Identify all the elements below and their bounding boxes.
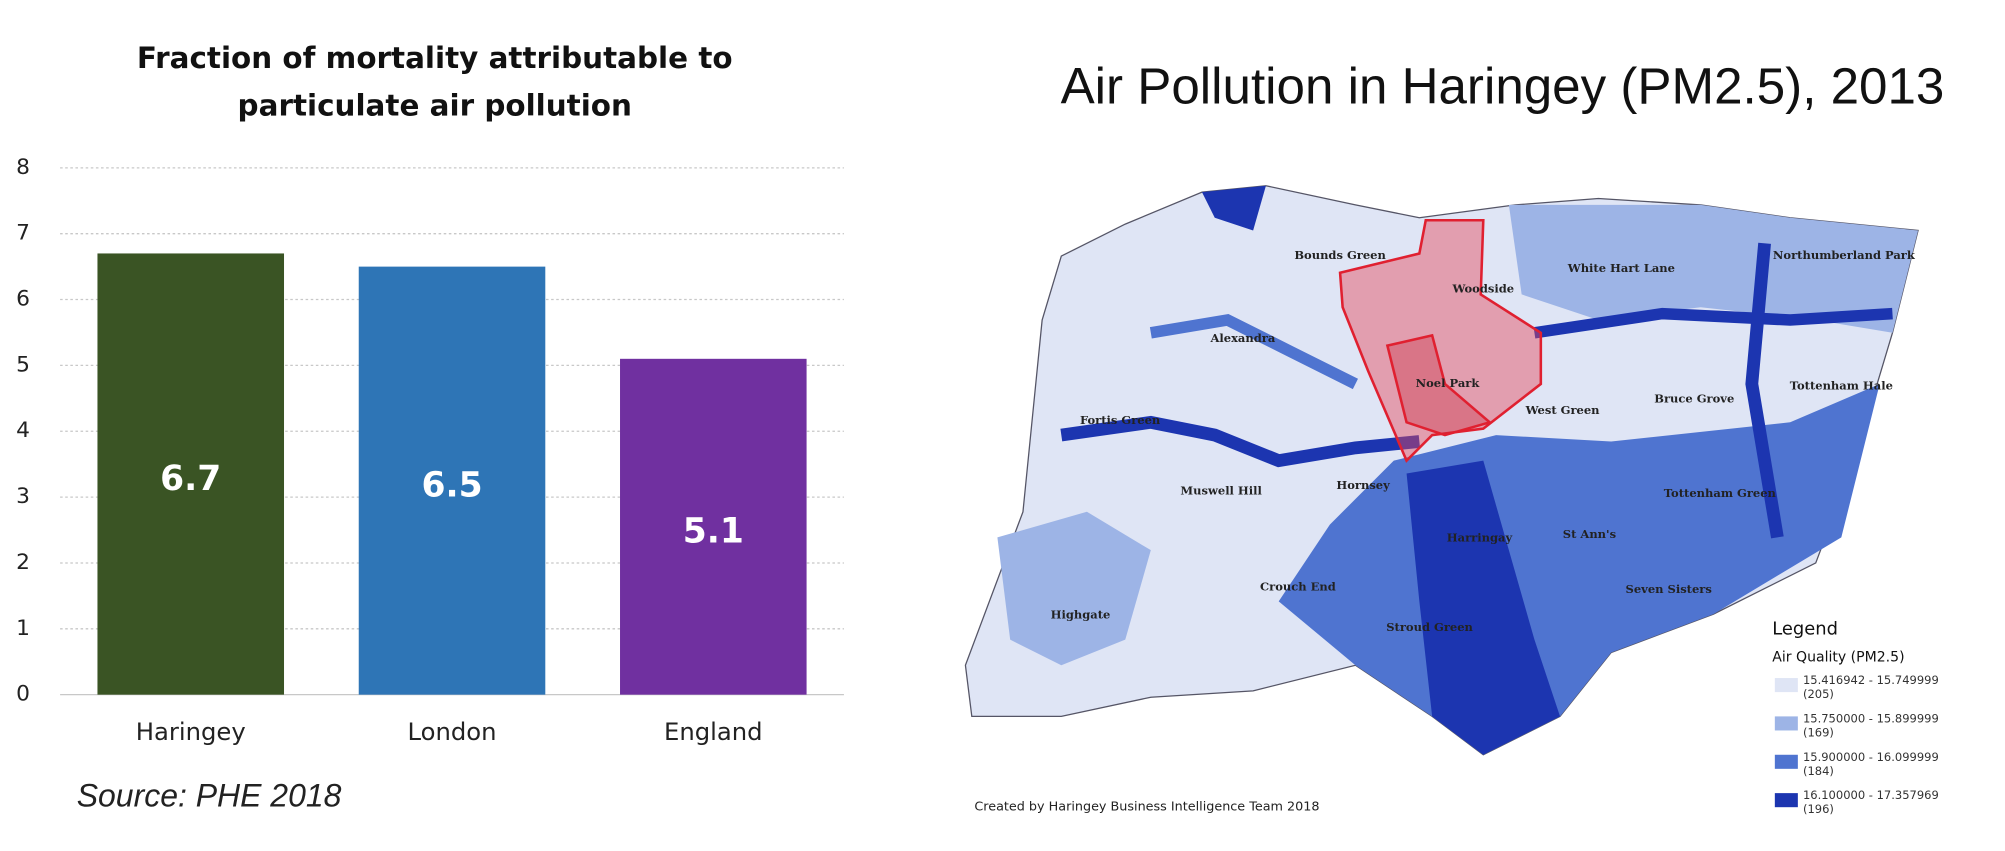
place-label: Bruce Grove bbox=[1654, 391, 1734, 405]
legend-range: 15.416942 - 15.749999 bbox=[1803, 673, 1939, 687]
value-label: 6.5 bbox=[421, 466, 482, 506]
y-tick-label: 2 bbox=[16, 550, 30, 575]
legend-count: (196) bbox=[1803, 802, 1834, 816]
legend-range: 16.100000 - 17.357969 bbox=[1803, 788, 1939, 802]
zone bbox=[1201, 185, 1266, 231]
map-title: Air Pollution in Haringey (PM2.5), 2013 bbox=[1061, 57, 1945, 114]
x-tick-label: England bbox=[664, 717, 763, 746]
map bbox=[964, 185, 1919, 756]
place-label: Alexandra bbox=[1209, 331, 1275, 345]
legend-subtitle: Air Quality (PM2.5) bbox=[1772, 650, 1904, 666]
chart-title: Fraction of mortality attributable to pa… bbox=[136, 42, 733, 124]
source: Source: PHE 2018 bbox=[77, 778, 342, 814]
road bbox=[1060, 415, 1420, 468]
highlight-area bbox=[1385, 333, 1493, 437]
map-credit: Created by Haringey Business Intelligenc… bbox=[974, 800, 1319, 815]
place-label: Stroud Green bbox=[1386, 620, 1473, 634]
place-label: Noel Park bbox=[1416, 376, 1481, 390]
legend-swatch bbox=[1774, 754, 1798, 769]
chart-title-box: Fraction of mortality attributable to pa… bbox=[136, 42, 733, 124]
value-label: 6.7 bbox=[160, 459, 221, 499]
place-label: Tottenham Green bbox=[1664, 486, 1777, 500]
legend-swatch bbox=[1774, 678, 1798, 693]
place-label: Hornsey bbox=[1336, 478, 1390, 492]
x-tick-label: Haringey bbox=[136, 717, 246, 746]
place-label: West Green bbox=[1525, 403, 1601, 417]
legend-count: (169) bbox=[1803, 726, 1834, 740]
y-tick-label: 8 bbox=[16, 155, 30, 180]
y-tick-label: 6 bbox=[16, 287, 30, 312]
x-tick-label: London bbox=[408, 717, 497, 746]
road bbox=[1745, 242, 1784, 539]
zone bbox=[997, 511, 1151, 666]
place-label: St Ann's bbox=[1563, 527, 1616, 541]
place-label: Fortis Green bbox=[1080, 413, 1161, 427]
y-tick-label: 5 bbox=[16, 352, 30, 377]
y-tick-label: 4 bbox=[16, 418, 30, 443]
y-tick-label: 1 bbox=[16, 616, 30, 641]
legend-count: (205) bbox=[1803, 687, 1834, 701]
y-tick-label: 3 bbox=[16, 484, 30, 509]
place-label: Northumberland Park bbox=[1773, 248, 1916, 262]
legend-count: (184) bbox=[1803, 764, 1834, 778]
road bbox=[1533, 307, 1893, 339]
legend-swatch bbox=[1774, 793, 1798, 808]
value-label: 5.1 bbox=[683, 512, 744, 552]
place-label: White Hart Lane bbox=[1567, 261, 1675, 275]
bar bbox=[358, 266, 546, 695]
zone bbox=[1508, 204, 1919, 333]
place-label: Highgate bbox=[1051, 607, 1111, 621]
legend-range: 15.900000 - 16.099999 bbox=[1803, 750, 1939, 764]
place-label: Seven Sisters bbox=[1626, 582, 1712, 596]
legend-range: 15.750000 - 15.899999 bbox=[1803, 711, 1939, 725]
place-label: Harringay bbox=[1447, 531, 1513, 545]
y-tick-label: 0 bbox=[16, 682, 30, 707]
legend-title: Legend bbox=[1772, 618, 1838, 639]
place-label: Woodside bbox=[1452, 281, 1515, 295]
legend-swatch bbox=[1774, 716, 1798, 731]
highlight-area bbox=[1338, 218, 1543, 463]
place-label: Muswell Hill bbox=[1180, 483, 1262, 497]
road bbox=[1149, 314, 1358, 390]
place-label: Crouch End bbox=[1260, 579, 1336, 593]
place-label: Tottenham Hale bbox=[1790, 378, 1893, 392]
zone bbox=[1406, 460, 1561, 755]
place-label: Bounds Green bbox=[1294, 248, 1386, 262]
bar bbox=[620, 358, 807, 695]
bar bbox=[97, 253, 285, 695]
y-tick-label: 7 bbox=[16, 221, 30, 246]
